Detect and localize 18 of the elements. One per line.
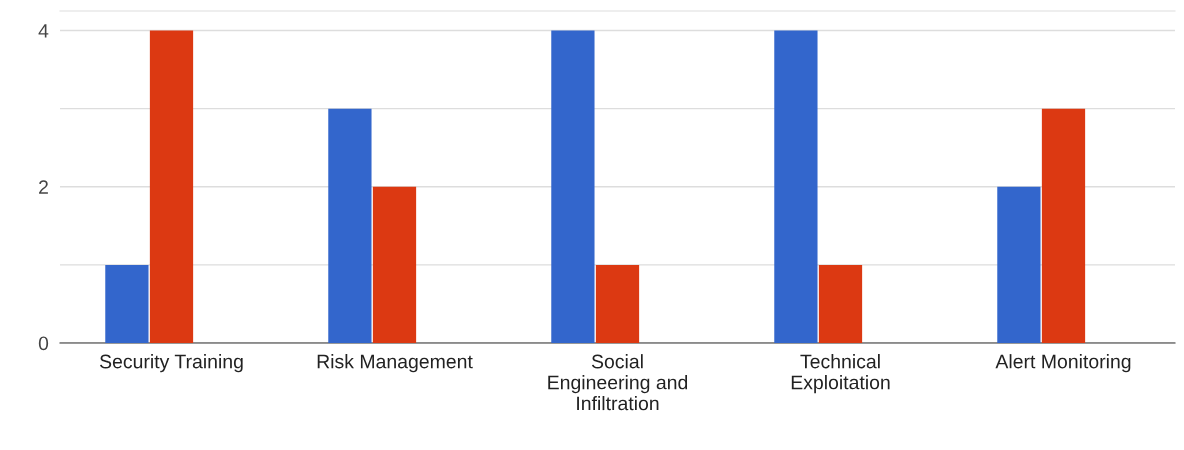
- x-tick-label: Alert Monitoring: [995, 354, 1131, 373]
- bar: [328, 108, 372, 343]
- x-tick-label: Security Training: [99, 354, 243, 373]
- bar: [997, 186, 1041, 343]
- y-tick-label: 4: [38, 24, 49, 38]
- y-tick-label: 2: [39, 180, 48, 194]
- bar: [774, 30, 818, 343]
- bar: [372, 186, 417, 343]
- bar: [1041, 108, 1086, 343]
- x-tick-label: Social Engineering and Infiltration: [548, 354, 688, 411]
- bar: [595, 264, 640, 343]
- bar: [149, 30, 194, 343]
- bar: [818, 264, 863, 343]
- bar: [105, 264, 149, 343]
- bar: [551, 30, 595, 343]
- x-tick-label: Risk Management: [317, 354, 473, 373]
- x-tick-label: Technical Exploitation: [791, 354, 890, 394]
- y-tick-label: 0: [38, 336, 49, 351]
